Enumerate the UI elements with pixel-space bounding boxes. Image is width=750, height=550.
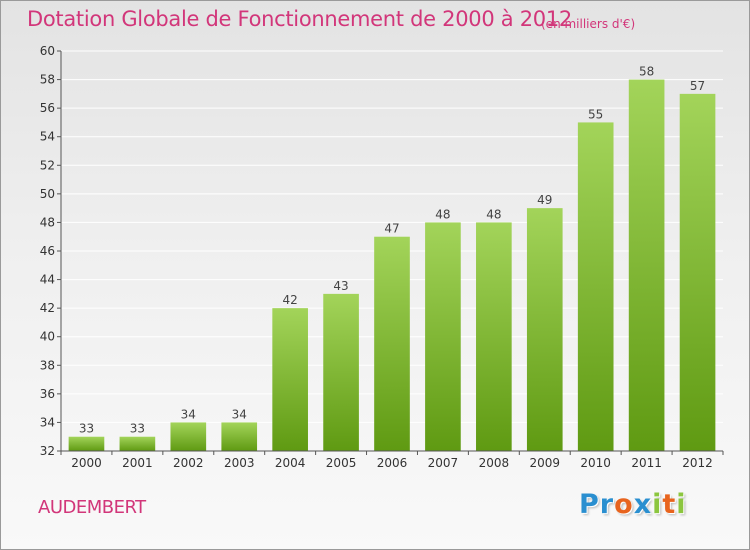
commune-name: AUDEMBERT bbox=[38, 497, 146, 518]
x-tick-label: 2004 bbox=[275, 456, 306, 470]
x-tick-label: 2006 bbox=[377, 456, 408, 470]
data-label: 57 bbox=[690, 79, 705, 93]
data-label: 33 bbox=[79, 422, 94, 436]
bar bbox=[272, 308, 308, 451]
data-label: 58 bbox=[639, 65, 654, 79]
bar bbox=[679, 93, 716, 451]
y-tick-label: 40 bbox=[40, 330, 55, 344]
y-tick-label: 36 bbox=[40, 387, 55, 401]
y-tick-label: 48 bbox=[40, 215, 55, 229]
bar bbox=[68, 436, 105, 451]
labels: 32 34 36 38 40 42 44 46 48 50 52 54 56 58 60 2000 33 2001… bbox=[40, 44, 713, 470]
y-tick-label: 54 bbox=[40, 130, 55, 144]
logo-letter: P bbox=[579, 489, 600, 520]
axes bbox=[57, 50, 724, 455]
bar bbox=[577, 122, 614, 451]
x-tick-label: 2011 bbox=[631, 456, 662, 470]
y-tick-label: 52 bbox=[40, 158, 55, 172]
x-tick-label: 2008 bbox=[479, 456, 510, 470]
x-tick-label: 2005 bbox=[326, 456, 357, 470]
data-label: 47 bbox=[384, 222, 399, 236]
data-label: 55 bbox=[588, 107, 603, 121]
y-tick-label: 60 bbox=[40, 44, 55, 58]
bar bbox=[476, 222, 512, 451]
bars bbox=[68, 79, 716, 452]
y-tick-label: 44 bbox=[40, 273, 55, 287]
x-tick-label: 2012 bbox=[682, 456, 713, 470]
logo-letter: r bbox=[599, 489, 615, 520]
y-tick-label: 38 bbox=[40, 358, 55, 372]
y-tick-label: 32 bbox=[40, 444, 55, 458]
data-label: 43 bbox=[333, 279, 348, 293]
data-label: 48 bbox=[435, 207, 450, 221]
y-tick-label: 56 bbox=[40, 101, 55, 115]
x-tick-label: 2001 bbox=[122, 456, 153, 470]
x-tick-label: 2010 bbox=[580, 456, 611, 470]
x-tick-label: 2007 bbox=[428, 456, 459, 470]
data-label: 34 bbox=[181, 407, 196, 421]
y-tick-label: 42 bbox=[40, 301, 55, 315]
bar bbox=[323, 293, 359, 451]
x-tick-label: 2009 bbox=[529, 456, 560, 470]
bar bbox=[526, 208, 563, 451]
logo-letter: i bbox=[652, 489, 663, 520]
y-tick-label: 50 bbox=[40, 187, 55, 201]
x-tick-label: 2003 bbox=[224, 456, 255, 470]
x-tick-label: 2002 bbox=[173, 456, 204, 470]
bar bbox=[119, 436, 156, 451]
data-label: 42 bbox=[283, 293, 298, 307]
logo-letter: x bbox=[633, 489, 653, 520]
logo-letter: t bbox=[662, 489, 677, 520]
logo-letter: o bbox=[614, 489, 634, 520]
bar bbox=[374, 236, 410, 451]
bar bbox=[221, 422, 258, 451]
data-label: 48 bbox=[486, 207, 501, 221]
proxiti-logo[interactable]: Proxiti bbox=[579, 489, 687, 520]
chart-subtitle: (en milliers d'€) bbox=[541, 17, 636, 31]
bar bbox=[628, 79, 665, 452]
y-tick-label: 58 bbox=[40, 73, 55, 87]
logo-letter: i bbox=[676, 489, 687, 520]
y-tick-label: 34 bbox=[40, 415, 55, 429]
data-label: 34 bbox=[232, 407, 247, 421]
chart-title: Dotation Globale de Fonctionnement de 20… bbox=[27, 7, 572, 31]
bar bbox=[425, 222, 461, 451]
bar bbox=[170, 422, 207, 451]
y-tick-label: 46 bbox=[40, 244, 55, 258]
x-tick-label: 2000 bbox=[71, 456, 102, 470]
data-label: 49 bbox=[537, 193, 552, 207]
data-label: 33 bbox=[130, 422, 145, 436]
